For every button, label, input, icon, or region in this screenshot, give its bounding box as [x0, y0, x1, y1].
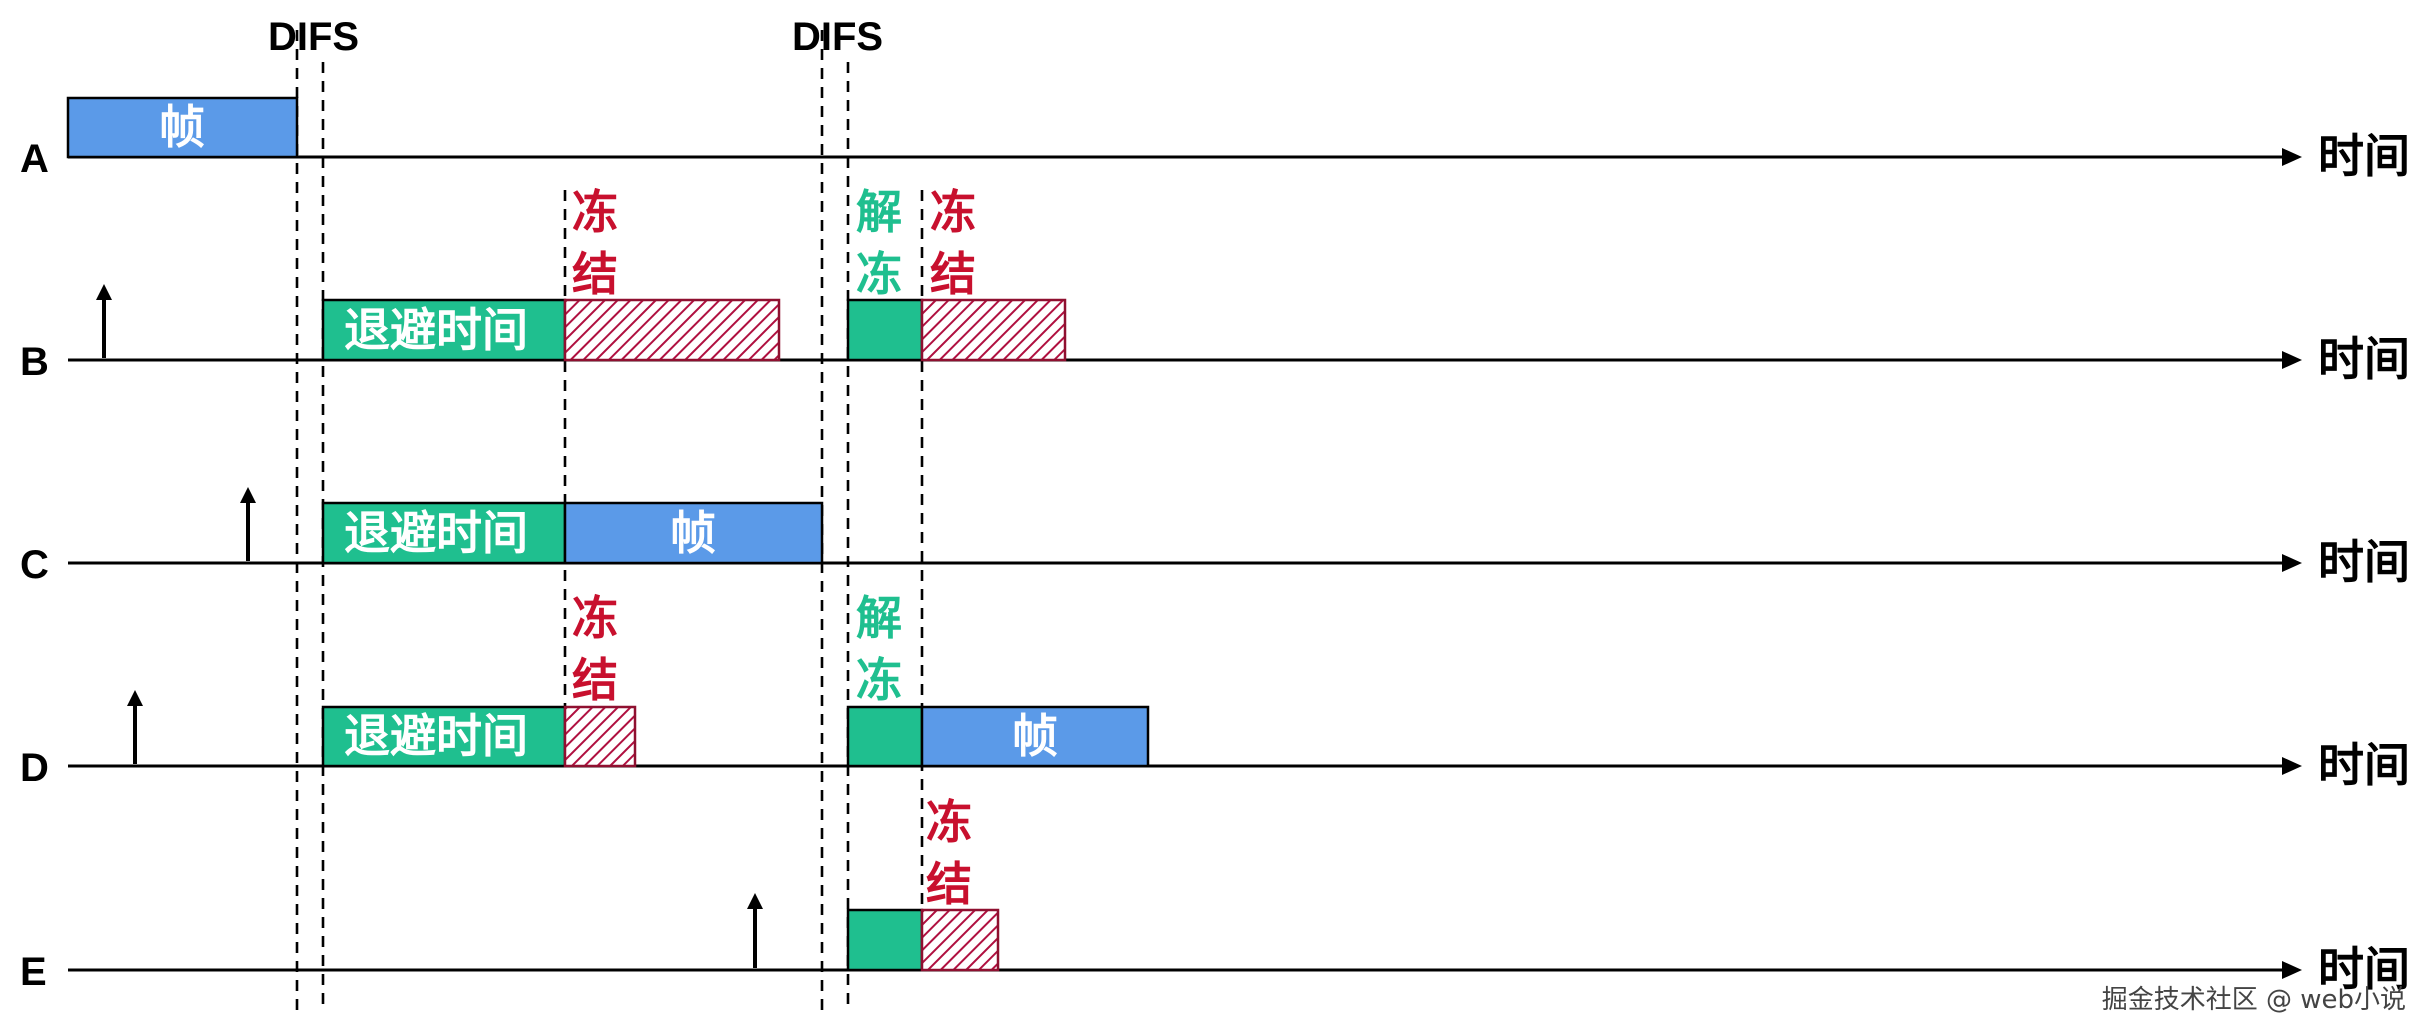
row-b: B 时间 退避时间 冻 结 解 冻 冻 结: [20, 185, 2410, 386]
freeze-label-e-1: 冻: [926, 795, 972, 849]
arrival-arrowhead-d: [127, 690, 143, 706]
arrival-arrowhead-c: [240, 487, 256, 503]
backoff-label-d: 退避时间: [344, 709, 528, 763]
freeze-label-d-2: 结: [572, 653, 618, 707]
unfreeze-label-d-2: 冻: [856, 653, 902, 707]
station-label-e: E: [20, 950, 47, 994]
row-e: E 时间 冻 结: [20, 795, 2410, 996]
axis-arrowhead-b: [2282, 351, 2302, 369]
resumed-backoff-box-e: [846, 908, 924, 972]
freeze-label-d-1: 冻: [572, 591, 618, 645]
resumed-backoff-box-d: [846, 705, 924, 768]
axis-arrowhead-d: [2282, 757, 2302, 775]
frame-box-d: [920, 705, 1150, 768]
time-label-c: 时间: [2318, 535, 2410, 589]
time-label-d: 时间: [2318, 738, 2410, 792]
backoff-label-c: 退避时间: [344, 506, 528, 560]
backoff-label-b: 退避时间: [344, 303, 528, 357]
frame-label-d: 帧: [1012, 709, 1058, 763]
frozen-backoff-box-b: [563, 298, 781, 362]
frozen-backoff-box-b-2: [920, 298, 1067, 362]
station-label-c: C: [20, 543, 49, 587]
row-d: D 时间 退避时间 冻 结 解 冻 帧: [20, 591, 2410, 792]
resumed-backoff-box-b: [846, 298, 924, 362]
difs-label-1: DIFS: [268, 15, 359, 59]
time-label-e: 时间: [2318, 942, 2410, 996]
unfreeze-label-b-2: 冻: [856, 247, 902, 301]
axis-arrowhead-a: [2282, 148, 2302, 166]
freeze-label-b-3: 冻: [930, 185, 976, 239]
station-label-b: B: [20, 340, 49, 384]
frozen-backoff-box-d: [563, 705, 637, 768]
arrival-arrowhead-e: [747, 893, 763, 909]
frame-box-a: [66, 96, 299, 159]
axis-arrowhead-e: [2282, 961, 2302, 979]
frame-label-a: 帧: [159, 100, 205, 154]
watermark: 掘金技术社区 @ web小说: [2101, 985, 2406, 1015]
backoff-box-c: [321, 501, 567, 565]
row-a: A 时间 帧: [20, 96, 2410, 183]
station-label-d: D: [20, 746, 49, 790]
frame-box-c: [563, 501, 824, 565]
unfreeze-label-d-1: 解: [856, 591, 902, 645]
frame-label-c: 帧: [670, 506, 716, 560]
freeze-label-b-2: 结: [572, 247, 618, 301]
backoff-box-d: [321, 705, 567, 768]
frozen-backoff-box-e: [920, 908, 1000, 972]
freeze-label-b-4: 结: [930, 247, 976, 301]
unfreeze-label-b-1: 解: [856, 185, 902, 239]
time-label-b: 时间: [2318, 332, 2410, 386]
freeze-label-e-2: 结: [926, 857, 972, 911]
axis-arrowhead-c: [2282, 554, 2302, 572]
time-label-a: 时间: [2318, 129, 2410, 183]
station-label-a: A: [20, 137, 49, 181]
arrival-arrowhead-b: [96, 284, 112, 300]
difs-label-2: DIFS: [792, 15, 883, 59]
row-c: C 时间 退避时间 帧: [20, 487, 2410, 589]
freeze-label-b-1: 冻: [572, 185, 618, 239]
